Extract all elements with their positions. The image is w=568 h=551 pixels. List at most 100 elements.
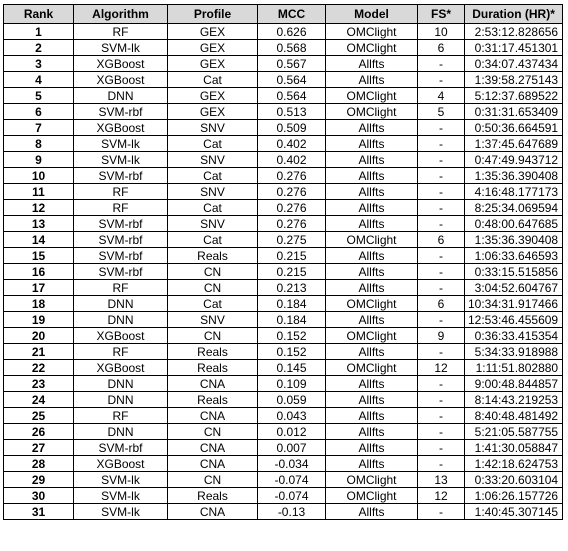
cell-fs: - xyxy=(417,279,465,296)
cell-duration: 1:37:45.647689 xyxy=(463,135,564,152)
cell-algorithm: SVM-lk xyxy=(73,39,168,56)
cell-rank: 10 xyxy=(3,167,74,184)
cell-duration: 8:14:43.219253 xyxy=(463,391,564,408)
cell-model: OMClight xyxy=(325,103,418,120)
cell-model: OMClight xyxy=(325,327,418,344)
cell-profile: GEX xyxy=(167,103,258,120)
cell-duration: 0:33:20.603104 xyxy=(463,471,564,488)
table-row: 8 SVM-lk Cat 0.402 Allfts -1:37:45.647689 xyxy=(3,135,564,152)
cell-duration: 0:47:49.943712 xyxy=(463,151,564,168)
cell-fs: 6 xyxy=(417,295,465,312)
table-row: 17 RF CN 0.213 Allfts -3:04:52.604767 xyxy=(3,279,564,296)
cell-duration: 0:34:07.437434 xyxy=(463,55,564,72)
results-table: Rank Algorithm Profile MCC Model FS* Dur… xyxy=(3,4,564,520)
cell-mcc: -0.074 xyxy=(257,487,326,504)
cell-algorithm: XGBoost xyxy=(73,359,168,376)
cell-mcc: 0.276 xyxy=(257,183,326,200)
cell-model: Allfts xyxy=(325,455,418,472)
cell-fs: - xyxy=(417,391,465,408)
table-row: 26 DNN CN 0.012 Allfts -5:21:05.587755 xyxy=(3,423,564,440)
cell-model: OMClight xyxy=(325,23,418,40)
cell-algorithm: RF xyxy=(73,199,168,216)
cell-rank: 16 xyxy=(3,263,74,280)
cell-fs: - xyxy=(417,423,465,440)
table-row: 12 RF Cat 0.276 Allfts -8:25:34.069594 xyxy=(3,199,564,216)
table-row: 23 DNN CNA 0.109 Allfts -9:00:48.844857 xyxy=(3,375,564,392)
header-model: Model xyxy=(325,4,418,24)
table-row: 22 XGBoost Reals 0.145 OMClight 12 1:11:51.802… xyxy=(3,359,564,376)
cell-model: Allfts xyxy=(325,407,418,424)
cell-model: OMClight xyxy=(325,487,418,504)
cell-rank: 17 xyxy=(3,279,74,296)
cell-mcc: 0.402 xyxy=(257,135,326,152)
cell-mcc: 0.276 xyxy=(257,199,326,216)
cell-profile: CNA xyxy=(167,375,258,392)
cell-profile: Cat xyxy=(167,167,258,184)
cell-algorithm: DNN xyxy=(73,311,168,328)
cell-fs: - xyxy=(417,503,465,520)
cell-duration: 9:00:48.844857 xyxy=(463,375,564,392)
cell-model: Allfts xyxy=(325,391,418,408)
cell-mcc: 0.059 xyxy=(257,391,326,408)
cell-profile: Reals xyxy=(167,247,258,264)
cell-fs: 12 xyxy=(417,359,465,376)
cell-duration: 4:16:48.177173 xyxy=(463,183,564,200)
cell-mcc: 0.276 xyxy=(257,215,326,232)
cell-rank: 22 xyxy=(3,359,74,376)
cell-model: Allfts xyxy=(325,311,418,328)
cell-fs: - xyxy=(417,343,465,360)
cell-profile: SNV xyxy=(167,151,258,168)
header-fs: FS* xyxy=(417,4,465,24)
cell-duration: 0:50:36.664591 xyxy=(463,119,564,136)
cell-model: Allfts xyxy=(325,279,418,296)
cell-model: OMClight xyxy=(325,39,418,56)
header-rank: Rank xyxy=(3,4,74,24)
cell-profile: SNV xyxy=(167,119,258,136)
table-row: 18 DNN Cat 0.184 OMClight 6 10:34:31.917466 xyxy=(3,295,564,312)
cell-algorithm: SVM-rbf xyxy=(73,167,168,184)
cell-fs: 6 xyxy=(417,231,465,248)
cell-rank: 11 xyxy=(3,183,74,200)
cell-rank: 5 xyxy=(3,87,74,104)
cell-algorithm: XGBoost xyxy=(73,71,168,88)
table-row: 6 SVM-rbf GEX 0.513 OMClight 5 0:31:31.653409 xyxy=(3,103,564,120)
cell-algorithm: XGBoost xyxy=(73,327,168,344)
cell-algorithm: RF xyxy=(73,407,168,424)
cell-duration: 0:33:15.515856 xyxy=(463,263,564,280)
cell-duration: 5:34:33.918988 xyxy=(463,343,564,360)
cell-model: Allfts xyxy=(325,183,418,200)
cell-mcc: 0.513 xyxy=(257,103,326,120)
cell-rank: 26 xyxy=(3,423,74,440)
cell-fs: - xyxy=(417,263,465,280)
cell-algorithm: SVM-lk xyxy=(73,487,168,504)
cell-algorithm: RF xyxy=(73,23,168,40)
table-row: 2 SVM-lk GEX 0.568 OMClight 6 0:31:17.451301 xyxy=(3,39,564,56)
cell-duration: 8:40:48.481492 xyxy=(463,407,564,424)
cell-fs: - xyxy=(417,55,465,72)
cell-duration: 1:11:51.802880 xyxy=(463,359,564,376)
cell-profile: Reals xyxy=(167,343,258,360)
cell-mcc: -0.13 xyxy=(257,503,326,520)
results-table-container: Rank Algorithm Profile MCC Model FS* Dur… xyxy=(3,4,564,520)
cell-rank: 29 xyxy=(3,471,74,488)
table-row: 10 SVM-rbf Cat 0.276 Allfts -1:35:36.390408 xyxy=(3,167,564,184)
table-row: 4 XGBoost Cat 0.564 Allfts -1:39:58.275143 xyxy=(3,71,564,88)
cell-fs: 9 xyxy=(417,327,465,344)
cell-algorithm: SVM-rbf xyxy=(73,263,168,280)
cell-duration: 1:06:26.157726 xyxy=(463,487,564,504)
cell-algorithm: DNN xyxy=(73,423,168,440)
cell-rank: 28 xyxy=(3,455,74,472)
cell-algorithm: XGBoost xyxy=(73,55,168,72)
table-row: 1 RF GEX 0.626 OMClight 10 2:53:12.828656 xyxy=(3,23,564,40)
cell-duration: 1:35:36.390408 xyxy=(463,231,564,248)
cell-algorithm: SVM-lk xyxy=(73,503,168,520)
cell-algorithm: SVM-rbf xyxy=(73,215,168,232)
cell-fs: 12 xyxy=(417,487,465,504)
table-row: 20 XGBoost CN 0.152 OMClight 9 0:36:33.415354 xyxy=(3,327,564,344)
cell-duration: 0:48:00.647685 xyxy=(463,215,564,232)
cell-rank: 7 xyxy=(3,119,74,136)
header-duration: Duration (HR)* xyxy=(463,4,564,24)
cell-rank: 20 xyxy=(3,327,74,344)
cell-algorithm: SVM-lk xyxy=(73,151,168,168)
cell-model: Allfts xyxy=(325,71,418,88)
